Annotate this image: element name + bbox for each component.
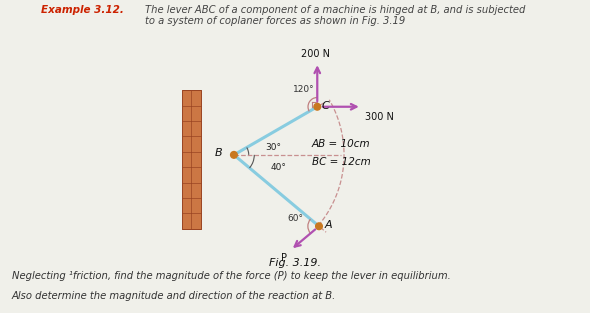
Text: P: P — [281, 253, 287, 263]
Text: AB = 10cm: AB = 10cm — [312, 139, 371, 149]
Text: 200 N: 200 N — [301, 49, 330, 59]
Text: BC = 12cm: BC = 12cm — [312, 157, 371, 167]
Text: 30°: 30° — [266, 143, 281, 152]
Circle shape — [231, 151, 237, 158]
Circle shape — [316, 223, 322, 229]
Circle shape — [314, 103, 320, 110]
Text: 120°: 120° — [293, 85, 315, 94]
Text: Example 3.12.: Example 3.12. — [41, 5, 124, 15]
Text: The lever ABC of a component of a machine is hinged at B, and is subjected
to a : The lever ABC of a component of a machin… — [145, 5, 525, 26]
Text: C: C — [322, 101, 330, 111]
Text: A: A — [324, 220, 332, 230]
Text: 40°: 40° — [271, 163, 287, 172]
Text: 60°: 60° — [287, 214, 303, 223]
Text: Also determine the magnitude and direction of the reaction at B.: Also determine the magnitude and directi… — [12, 291, 336, 301]
Text: Neglecting ¹friction, find the magnitude of the force (P) to keep the lever in e: Neglecting ¹friction, find the magnitude… — [12, 271, 451, 281]
Text: 300 N: 300 N — [365, 112, 394, 122]
Text: Fig. 3.19.: Fig. 3.19. — [269, 258, 321, 268]
Bar — [182, 90, 201, 229]
Text: B: B — [215, 148, 223, 158]
